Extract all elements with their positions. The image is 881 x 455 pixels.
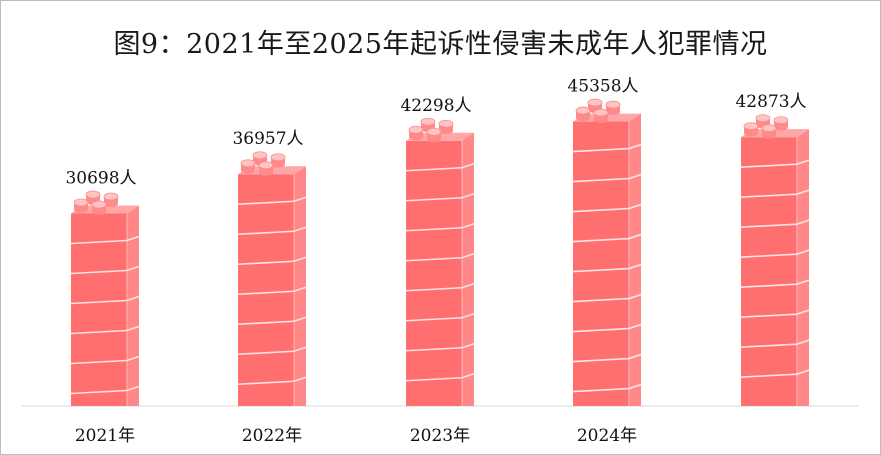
- brick-stud: [593, 108, 609, 124]
- bar-front-face: [71, 213, 127, 406]
- value-label: 42298人: [400, 96, 471, 116]
- x-tick-label: 2021年: [75, 426, 135, 446]
- brick-stud: [438, 119, 454, 135]
- brick-stud: [755, 114, 771, 129]
- bar-front-face: [238, 174, 294, 406]
- brick-stud: [605, 100, 621, 116]
- brick-stud: [240, 159, 256, 174]
- bar-4: [572, 98, 642, 407]
- chart-title: 图9：2021年至2025年起诉性侵害未成年人犯罪情况: [113, 29, 768, 60]
- bar-5: [740, 114, 810, 406]
- brick-stud: [426, 127, 442, 143]
- bar-side-face: [127, 205, 139, 406]
- value-label: 45358人: [567, 77, 638, 97]
- bar-3: [405, 117, 475, 406]
- brick-stud: [408, 125, 424, 141]
- bar-side-face: [462, 132, 474, 406]
- brick-stud: [103, 192, 119, 207]
- value-label: 36957人: [232, 129, 303, 149]
- bar-side-face: [797, 129, 809, 406]
- brick-stud: [258, 161, 274, 176]
- brick-stud: [575, 106, 591, 122]
- bar-1: [70, 190, 140, 406]
- bar-front-face: [573, 121, 629, 407]
- brick-stud: [270, 153, 286, 168]
- value-label: 42873人: [735, 92, 806, 112]
- value-label: 30698人: [65, 168, 136, 188]
- brick-stud: [91, 200, 107, 215]
- bar-2: [237, 151, 307, 406]
- x-tick-label: 2022年: [242, 426, 302, 446]
- brick-stud: [743, 122, 759, 137]
- brick-stud: [773, 116, 789, 131]
- bar-side-face: [629, 113, 641, 407]
- brick-stud: [73, 198, 89, 213]
- x-tick-label: 2023年: [410, 426, 470, 446]
- bar-side-face: [294, 166, 306, 406]
- bar-front-face: [406, 140, 462, 406]
- bar-front-face: [741, 137, 797, 406]
- brick-stud: [761, 124, 777, 139]
- x-tick-label: 2024年: [577, 426, 637, 446]
